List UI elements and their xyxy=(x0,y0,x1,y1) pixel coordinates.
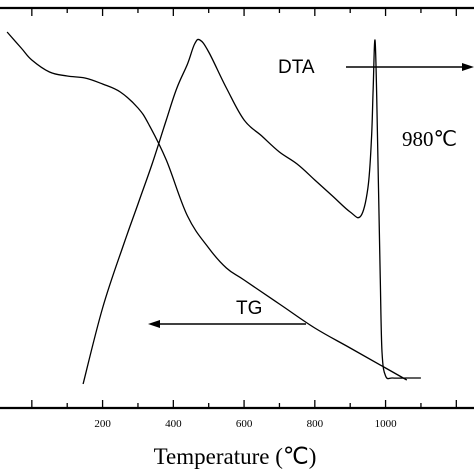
x-tick-label-800: 800 xyxy=(307,418,324,430)
tg-annotation: TG xyxy=(148,298,306,328)
series-lines xyxy=(6,31,421,385)
dta-arrow-head xyxy=(462,63,474,71)
x-tick-label-200: 200 xyxy=(94,418,111,430)
x-tick-label-400: 400 xyxy=(165,418,182,430)
tg-arrow-head xyxy=(148,320,160,328)
plot-frame xyxy=(0,6,474,410)
series-line-dta xyxy=(82,38,421,385)
x-tick-label-1000: 1000 xyxy=(375,418,398,430)
dta-annotation: DTA xyxy=(278,57,474,78)
tg-label: TG xyxy=(236,298,262,319)
series-line-tg xyxy=(6,31,408,381)
x-tick-labels: 200 400 600 800 1000 xyxy=(94,418,397,430)
peak-temperature-label: 980℃ xyxy=(402,127,457,151)
x-tick-label-600: 600 xyxy=(236,418,253,430)
x-ticks xyxy=(31,8,457,408)
dta-label: DTA xyxy=(278,57,315,78)
x-axis-title: Temperature (℃) xyxy=(154,444,317,469)
